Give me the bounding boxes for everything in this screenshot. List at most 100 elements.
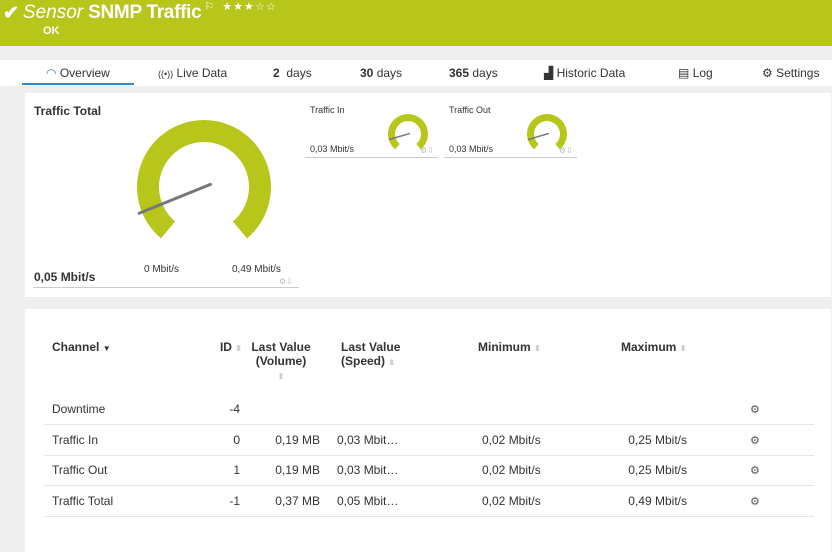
header-label: Maximum <box>621 340 677 354</box>
tab-overview[interactable]: ◠ Overview <box>22 66 134 85</box>
tab-2-days[interactable]: 2 days <box>273 66 312 80</box>
channel-settings-icon[interactable]: ⚙ <box>750 434 760 447</box>
list-icon: ▤ <box>678 66 690 80</box>
tab-live-data[interactable]: ((•)) Live Data <box>158 66 227 80</box>
header-label: Last Value <box>341 340 401 354</box>
cell-minimum: 0,02 Mbit/s <box>460 424 603 456</box>
gauge-icon: ◠ <box>46 66 57 80</box>
cell-id: -1 <box>164 485 242 517</box>
cell-maximum: 0,49 Mbit/s <box>603 485 743 517</box>
gauge-total <box>137 119 271 239</box>
gauge-out <box>527 114 567 150</box>
gauge-arc <box>527 114 567 150</box>
cell-channel[interactable]: Traffic Total <box>44 485 164 517</box>
cell-maximum: 0,25 Mbit/s <box>603 424 743 456</box>
cell-minimum: 0,02 Mbit/s <box>460 485 603 517</box>
cell-actions[interactable]: ⚙ <box>743 485 814 517</box>
tab-historic-data[interactable]: ▟ Historic Data <box>544 66 625 80</box>
tab-settings[interactable]: ⚙ Settings <box>762 66 819 80</box>
settings-pin-icons[interactable]: ⚙⇩ <box>279 277 293 286</box>
cell-speed: 0,03 Mbit… <box>320 455 460 486</box>
gauge-out-value: 0,03 Mbit/s <box>449 144 494 154</box>
cell-minimum <box>460 394 603 425</box>
channel-settings-icon[interactable]: ⚙ <box>750 404 760 416</box>
gauge-total-title: Traffic Total <box>34 104 102 118</box>
sensor-title: SNMP Traffic <box>88 2 202 23</box>
cell-id: -4 <box>164 394 242 425</box>
cell-channel[interactable]: Downtime <box>44 394 164 425</box>
settings-pin-icons[interactable]: ⚙⇩ <box>420 146 434 155</box>
gauge-needle <box>137 182 212 215</box>
header-label: Last Value <box>251 340 311 354</box>
gauge-in-title: Traffic In <box>310 105 345 115</box>
table-row[interactable]: Traffic Total -1 0,37 MB 0,05 Mbit… 0,02… <box>44 485 814 517</box>
divider <box>33 287 299 288</box>
tab-log[interactable]: ▤ Log <box>678 66 713 80</box>
tab-num: 365 <box>449 66 470 80</box>
table-row[interactable]: Downtime -4 ⚙ <box>44 394 814 425</box>
tab-365-days[interactable]: 365 days <box>449 66 498 80</box>
tab-num: 30 <box>360 66 374 80</box>
cell-actions[interactable]: ⚙ <box>743 394 814 425</box>
cell-actions[interactable]: ⚙ <box>743 455 814 486</box>
cell-speed <box>320 394 460 425</box>
sort-icon: ⬍ <box>235 344 242 353</box>
sensor-prefix: Sensor <box>22 2 84 23</box>
tab-bar: ◠ Overview ((•)) Live Data 2 days 30 day… <box>0 60 832 86</box>
gauge-in <box>388 114 428 150</box>
gauge-out-title: Traffic Out <box>449 105 491 115</box>
gauge-needle <box>388 132 411 141</box>
table-row[interactable]: Traffic In 0 0,19 MB 0,03 Mbit… 0,02 Mbi… <box>44 424 814 456</box>
status-text: OK <box>43 25 60 37</box>
col-id[interactable]: ID ⬍ <box>164 340 242 394</box>
cell-maximum <box>603 394 743 425</box>
header-label: (Speed) <box>341 354 386 368</box>
cell-actions[interactable]: ⚙ <box>743 424 814 456</box>
col-minimum[interactable]: Minimum ⬍ <box>460 340 603 394</box>
col-speed[interactable]: Last Value (Speed) ⬍ <box>320 340 460 394</box>
priority-stars[interactable]: ★★★☆☆ <box>222 1 277 13</box>
sensor-header: ✔ Sensor SNMP Traffic ⚐ ★★★☆☆ OK <box>0 0 832 46</box>
channel-settings-icon[interactable]: ⚙ <box>750 465 760 478</box>
col-actions <box>743 340 814 394</box>
cell-volume: 0,19 MB <box>242 424 320 456</box>
tab-label: Live Data <box>176 66 228 80</box>
gauge-needle <box>527 132 550 141</box>
table-row[interactable]: Traffic Out 1 0,19 MB 0,03 Mbit… 0,02 Mb… <box>44 455 814 486</box>
col-channel[interactable]: Channel ▼ <box>44 340 164 394</box>
sort-icon: ⬍ <box>388 358 396 367</box>
cell-volume <box>242 394 320 425</box>
sort-desc-icon: ▼ <box>102 344 111 353</box>
tab-label: days <box>286 66 312 80</box>
cell-channel[interactable]: Traffic In <box>44 424 164 456</box>
cell-minimum: 0,02 Mbit/s <box>460 455 603 486</box>
gauge-total-max: 0,49 Mbit/s <box>232 264 281 275</box>
divider <box>444 157 577 158</box>
gear-icon: ⚙ <box>762 66 773 80</box>
sort-icon: ⬍ <box>679 344 687 353</box>
flag-icon[interactable]: ⚐ <box>204 1 215 13</box>
header-title-row: ✔ Sensor SNMP Traffic ⚐ ★★★☆☆ <box>3 1 277 25</box>
tab-30-days[interactable]: 30 days <box>360 66 402 80</box>
tab-label: Historic Data <box>556 66 626 80</box>
check-icon: ✔ <box>3 3 19 24</box>
channel-settings-icon[interactable]: ⚙ <box>750 495 760 508</box>
cell-id: 0 <box>164 424 242 456</box>
gauge-arc <box>137 119 271 239</box>
gauge-total-value: 0,05 Mbit/s <box>34 270 96 284</box>
cell-channel[interactable]: Traffic Out <box>44 455 164 486</box>
tab-label: days <box>472 66 498 80</box>
channels-table: Channel ▼ ID ⬍ Last Value (Volume) ⬍ Last … <box>44 340 814 517</box>
settings-pin-icons[interactable]: ⚙⇩ <box>559 146 573 155</box>
divider <box>305 157 438 158</box>
cell-speed: 0,03 Mbit… <box>320 424 460 456</box>
col-volume[interactable]: Last Value (Volume) ⬍ <box>242 340 320 394</box>
sort-icon: ⬍ <box>277 372 285 381</box>
tab-label: Log <box>692 66 713 80</box>
col-maximum[interactable]: Maximum ⬍ <box>603 340 743 394</box>
cell-id: 1 <box>164 455 242 486</box>
header-label: ID <box>219 340 232 354</box>
gauge-arc <box>388 114 428 150</box>
tab-label: Settings <box>776 66 820 80</box>
cell-volume: 0,19 MB <box>242 455 320 486</box>
